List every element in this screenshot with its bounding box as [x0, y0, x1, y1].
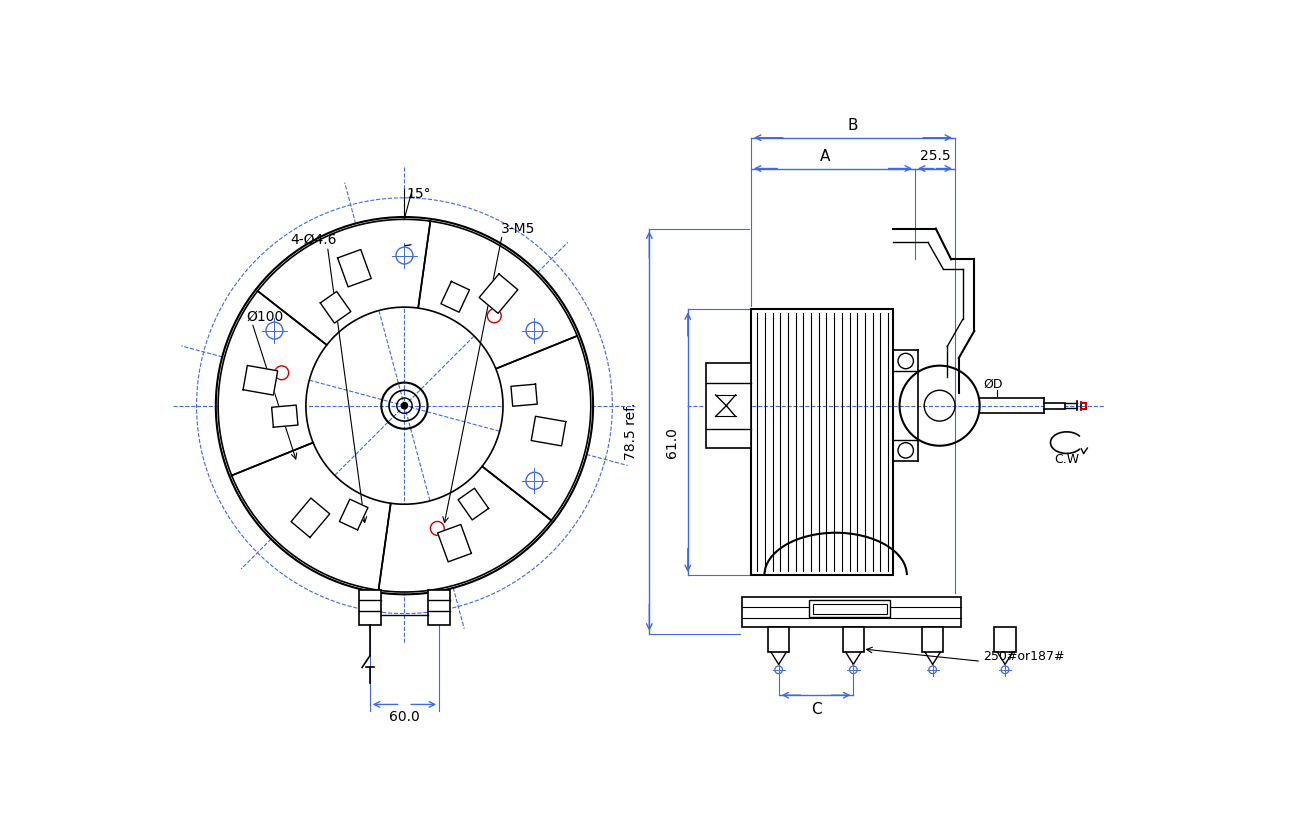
Bar — [751, 309, 893, 575]
Polygon shape — [441, 282, 469, 313]
Polygon shape — [482, 336, 590, 520]
Text: 25.5: 25.5 — [919, 149, 950, 163]
Text: C.W: C.W — [1054, 453, 1079, 466]
Bar — [768, 628, 789, 652]
Bar — [994, 628, 1015, 652]
Text: 15°: 15° — [406, 187, 430, 201]
Bar — [359, 590, 381, 625]
Polygon shape — [320, 291, 351, 323]
Polygon shape — [532, 416, 566, 446]
Polygon shape — [243, 365, 278, 395]
Polygon shape — [419, 221, 577, 369]
Polygon shape — [257, 219, 430, 345]
Polygon shape — [291, 498, 330, 537]
Text: 250#or187#: 250#or187# — [983, 650, 1065, 663]
Polygon shape — [339, 499, 368, 530]
Bar — [1044, 403, 1065, 409]
Bar — [922, 628, 944, 652]
Text: 61.0: 61.0 — [666, 427, 680, 457]
Bar — [810, 601, 890, 618]
Bar — [706, 363, 751, 448]
Text: 60.0: 60.0 — [389, 710, 420, 724]
Circle shape — [402, 403, 407, 409]
Text: 4-Ø4.6: 4-Ø4.6 — [290, 233, 337, 247]
Polygon shape — [438, 524, 472, 562]
Polygon shape — [378, 466, 551, 592]
Polygon shape — [231, 443, 391, 590]
Bar — [812, 603, 887, 615]
Polygon shape — [511, 384, 537, 406]
Bar — [428, 590, 450, 625]
Polygon shape — [480, 274, 517, 313]
Polygon shape — [218, 291, 326, 475]
Text: B: B — [848, 118, 858, 133]
Bar — [742, 597, 961, 628]
Polygon shape — [715, 395, 736, 417]
Text: ØD: ØD — [984, 378, 1004, 391]
Bar — [842, 628, 864, 652]
Polygon shape — [338, 250, 372, 287]
Text: 78.5 ref.: 78.5 ref. — [624, 402, 638, 460]
Text: Ø100: Ø100 — [247, 310, 283, 324]
Polygon shape — [458, 488, 489, 520]
Text: C: C — [811, 702, 822, 716]
Text: A: A — [820, 149, 831, 164]
Polygon shape — [272, 405, 298, 427]
Text: 3-M5: 3-M5 — [500, 221, 536, 235]
